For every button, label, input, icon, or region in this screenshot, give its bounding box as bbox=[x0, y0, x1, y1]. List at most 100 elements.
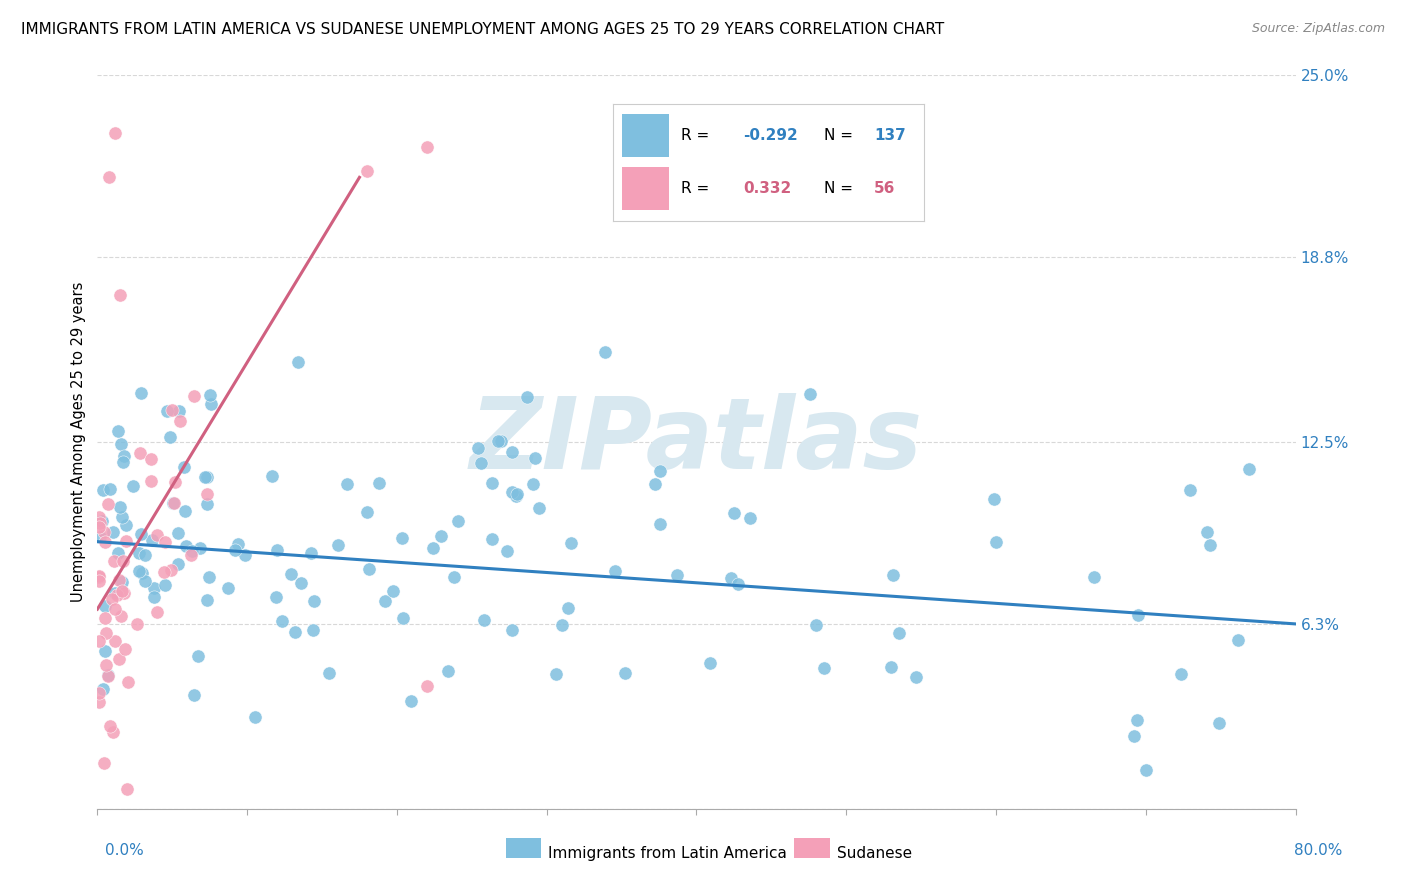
Point bbox=[516, 391, 538, 405]
Point bbox=[356, 164, 378, 178]
Point bbox=[720, 570, 742, 584]
Point bbox=[159, 430, 181, 444]
Point bbox=[357, 562, 380, 576]
Point bbox=[1199, 538, 1222, 552]
Point bbox=[176, 539, 198, 553]
Point bbox=[107, 588, 129, 602]
Point bbox=[264, 590, 287, 604]
Point bbox=[560, 536, 582, 550]
Point bbox=[160, 563, 183, 577]
Point bbox=[89, 510, 111, 524]
Point bbox=[1122, 729, 1144, 743]
Point bbox=[101, 724, 124, 739]
Point bbox=[90, 514, 112, 528]
Point bbox=[183, 689, 205, 703]
Point bbox=[524, 450, 547, 465]
Point bbox=[270, 614, 292, 628]
Point bbox=[134, 549, 156, 563]
Point bbox=[112, 585, 135, 599]
Point bbox=[163, 496, 186, 510]
Point bbox=[813, 661, 835, 675]
Point bbox=[110, 608, 132, 623]
Point bbox=[356, 505, 378, 519]
Point bbox=[98, 482, 121, 496]
Point bbox=[91, 682, 114, 697]
Point bbox=[128, 546, 150, 560]
Point bbox=[166, 525, 188, 540]
Point bbox=[650, 516, 672, 531]
Point bbox=[195, 486, 218, 500]
Point bbox=[336, 477, 359, 491]
Point bbox=[381, 584, 404, 599]
Point bbox=[266, 542, 288, 557]
Point bbox=[87, 686, 110, 700]
Point bbox=[723, 506, 745, 520]
Point bbox=[169, 414, 191, 428]
Point bbox=[467, 442, 489, 456]
Point bbox=[481, 475, 503, 490]
Point bbox=[280, 567, 302, 582]
Point bbox=[153, 565, 176, 579]
Point bbox=[93, 534, 115, 549]
Point bbox=[146, 605, 169, 619]
Point bbox=[470, 456, 492, 470]
Point bbox=[299, 546, 322, 560]
Point bbox=[188, 541, 211, 555]
Point bbox=[122, 479, 145, 493]
Point bbox=[94, 626, 117, 640]
Point bbox=[143, 581, 166, 595]
Point bbox=[422, 541, 444, 555]
Point bbox=[472, 613, 495, 627]
Point bbox=[481, 532, 503, 546]
Point bbox=[593, 344, 616, 359]
Point bbox=[391, 531, 413, 545]
Point bbox=[302, 623, 325, 637]
Point bbox=[114, 641, 136, 656]
Point bbox=[128, 446, 150, 460]
Point bbox=[328, 538, 350, 552]
Point bbox=[1226, 632, 1249, 647]
Point bbox=[94, 657, 117, 672]
Point bbox=[108, 288, 131, 302]
Point bbox=[101, 525, 124, 540]
Point bbox=[97, 669, 120, 683]
Point bbox=[111, 583, 134, 598]
Point bbox=[97, 497, 120, 511]
Point bbox=[180, 548, 202, 562]
Point bbox=[142, 590, 165, 604]
Point bbox=[87, 695, 110, 709]
Point bbox=[181, 544, 204, 558]
Point bbox=[128, 564, 150, 578]
Point bbox=[194, 470, 217, 484]
Point bbox=[108, 574, 131, 588]
Point bbox=[129, 527, 152, 541]
Point bbox=[104, 634, 127, 648]
Point bbox=[290, 576, 312, 591]
Point bbox=[125, 616, 148, 631]
Point bbox=[401, 693, 423, 707]
Point bbox=[443, 570, 465, 584]
Text: 0.0%: 0.0% bbox=[105, 843, 145, 858]
Point bbox=[89, 530, 111, 544]
Point bbox=[416, 140, 439, 154]
Point bbox=[1126, 713, 1149, 727]
Point bbox=[141, 475, 163, 489]
Point bbox=[87, 574, 110, 589]
Point bbox=[437, 664, 460, 678]
Point bbox=[93, 756, 115, 770]
Point bbox=[134, 574, 156, 589]
Point bbox=[506, 487, 529, 501]
Point bbox=[505, 489, 527, 503]
Point bbox=[117, 781, 139, 796]
Point bbox=[799, 387, 821, 401]
Point bbox=[983, 491, 1005, 506]
Point bbox=[131, 566, 153, 580]
Point bbox=[905, 670, 928, 684]
Point bbox=[112, 554, 135, 568]
Point bbox=[107, 546, 129, 560]
Point bbox=[111, 510, 134, 524]
Point bbox=[93, 599, 115, 613]
Point bbox=[1208, 716, 1230, 731]
Point bbox=[262, 468, 284, 483]
Point bbox=[522, 476, 544, 491]
